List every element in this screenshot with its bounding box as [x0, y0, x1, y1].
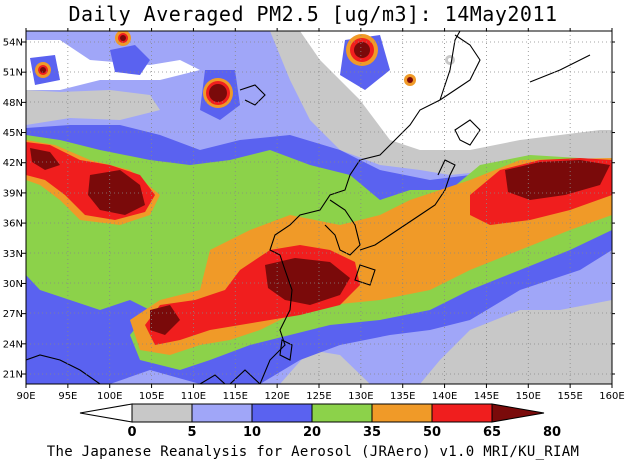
credit-line: The Japanese Reanalysis for Aerosol (JRA… — [46, 444, 580, 460]
coastlines — [26, 31, 591, 384]
lon-label: 100E — [97, 391, 122, 402]
lon-label: 120E — [264, 391, 289, 402]
colorbar-label: 50 — [423, 425, 441, 440]
latitude-labels: 54N 51N 48N 45N 42N 39N 36N 33N 30N 27N 24N 21N — [3, 38, 23, 381]
lon-label: 95E — [58, 391, 77, 402]
colorbar-segment — [251, 403, 313, 423]
colorbar-high-arrow — [491, 403, 545, 423]
colorbar-label: 20 — [303, 425, 321, 440]
lat-label: 24N — [3, 339, 23, 350]
lat-label: 42N — [3, 158, 23, 169]
lon-label: 140E — [432, 391, 457, 402]
colorbar-segment — [431, 403, 493, 423]
lon-label: 115E — [223, 391, 248, 402]
lon-label: 90E — [16, 391, 35, 402]
lat-label: 21N — [3, 370, 23, 381]
lat-label: 39N — [3, 188, 23, 199]
colorbar-segment — [371, 403, 433, 423]
lat-label: 48N — [3, 98, 23, 109]
lat-label: 30N — [3, 279, 23, 290]
lat-label: 51N — [3, 68, 23, 79]
colorbar-label: 0 — [127, 425, 136, 440]
longitude-labels: 90E 95E 100E 105E 110E 115E 120E 125E 130E 135E 14… — [16, 391, 624, 402]
lon-label: 145E — [474, 391, 499, 402]
colorbar: 0 5 10 20 35 50 65 80 — [79, 403, 561, 440]
colorbar-label: 10 — [243, 425, 261, 440]
lat-label: 33N — [3, 249, 23, 260]
colorbar-label: 80 — [543, 425, 561, 440]
map-title: Daily Averaged PM2.5 [ug/m3]: 14May2011 — [68, 2, 558, 26]
lon-label: 155E — [557, 391, 582, 402]
colorbar-segment — [131, 403, 193, 423]
lon-label: 160E — [599, 391, 624, 402]
lon-label: 105E — [139, 391, 164, 402]
colorbar-low-arrow — [79, 403, 133, 423]
colorbar-segment — [191, 403, 253, 423]
lon-label: 130E — [348, 391, 373, 402]
lat-label: 27N — [3, 309, 23, 320]
colorbar-label: 35 — [363, 425, 381, 440]
lon-label: 150E — [516, 391, 541, 402]
lat-label: 45N — [3, 128, 23, 139]
colorbar-segment — [311, 403, 373, 423]
lon-label: 125E — [306, 391, 331, 402]
colorbar-label: 65 — [483, 425, 501, 440]
concentration-field — [26, 31, 612, 384]
lat-label: 36N — [3, 219, 23, 230]
lat-label: 54N — [3, 38, 23, 49]
lon-label: 110E — [181, 391, 206, 402]
axis-ticks — [22, 28, 615, 388]
lon-label: 135E — [390, 391, 415, 402]
colorbar-label: 5 — [187, 425, 196, 440]
graticule — [26, 31, 612, 384]
